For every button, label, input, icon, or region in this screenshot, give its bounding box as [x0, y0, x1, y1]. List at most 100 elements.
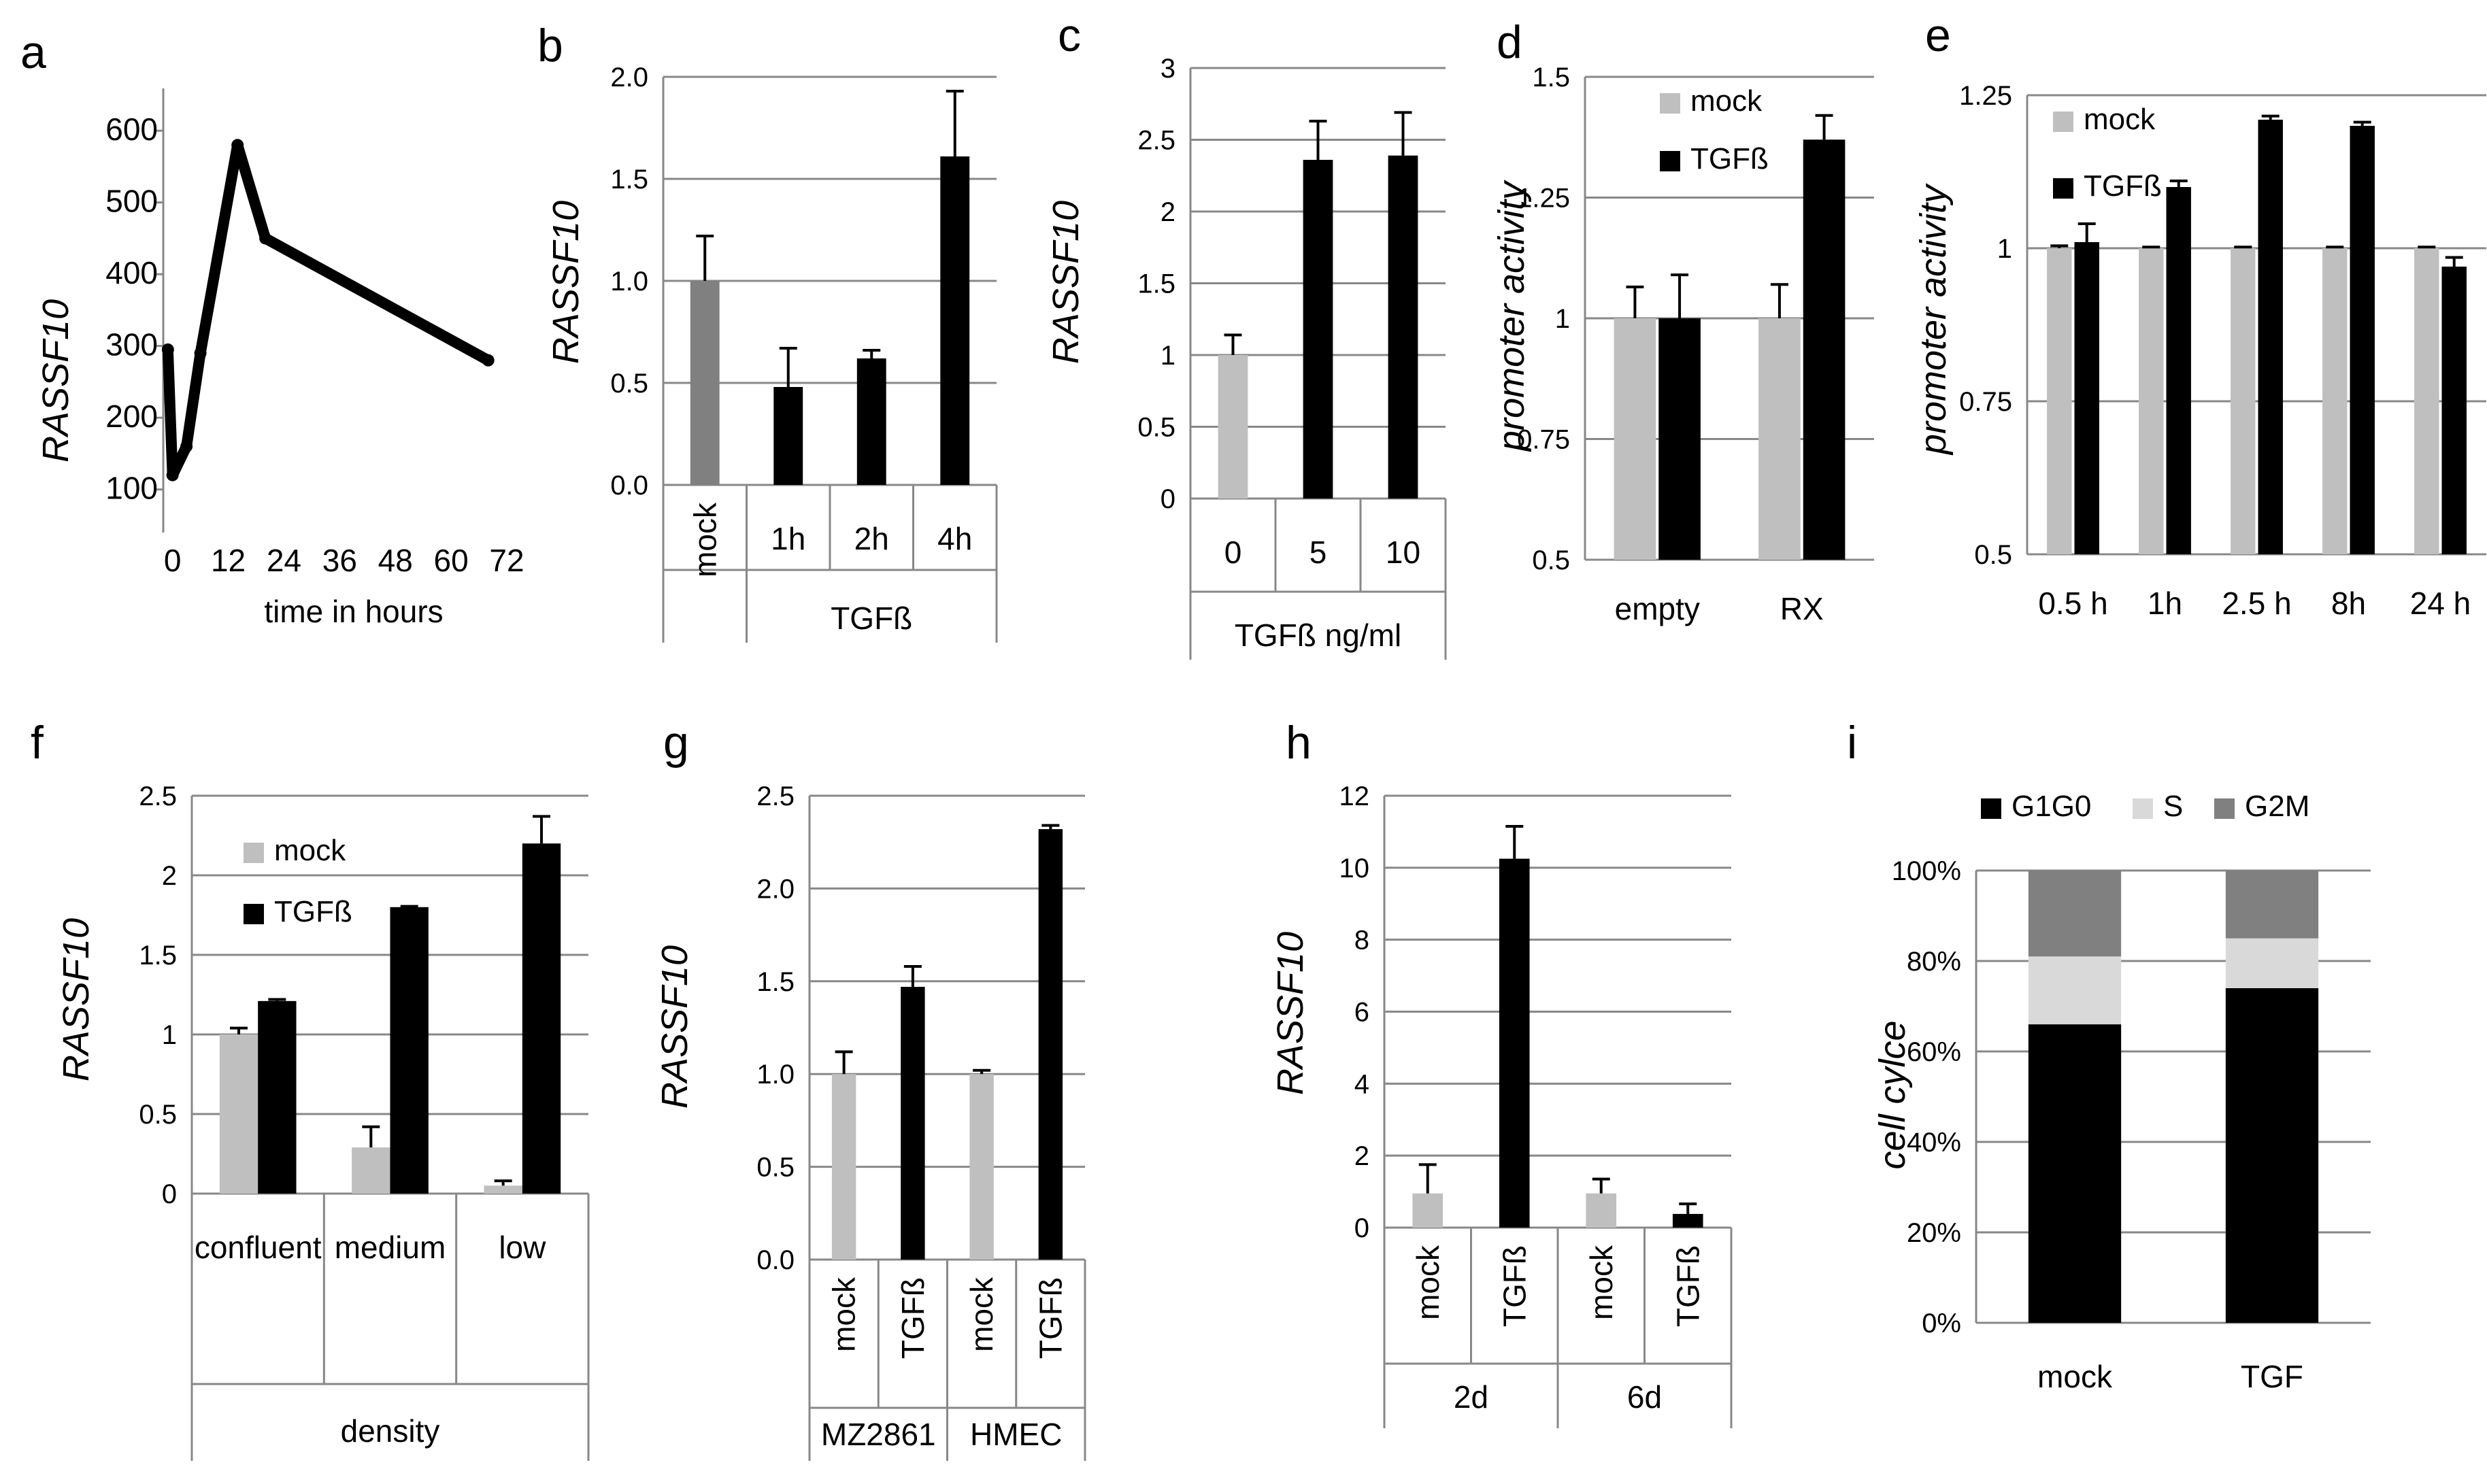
panel-a-data-point: [482, 354, 495, 367]
panel-b-group-label: TGFß: [831, 601, 912, 636]
panel-i-ylabel: cell cylce: [1872, 1020, 1913, 1169]
panel-h-ytick-label: 0: [1354, 1213, 1369, 1243]
panel-d-category-label: RX: [1780, 591, 1824, 626]
panel-e-category-label: 24 h: [2410, 586, 2471, 621]
panel-a-xtick-label: 24: [267, 543, 301, 578]
panel-d-legend-mock-label: mock: [1690, 84, 1763, 118]
panel-g-bar: [901, 986, 925, 1260]
panel-a-xtick-label: 0: [164, 543, 182, 578]
panel-d-ytick-label: 1.5: [1532, 63, 1570, 92]
panel-d-chart: 0.5 0.75 1 1.25 1.5 empty RX: [1517, 63, 1874, 626]
panel-f-category-label: confluent: [195, 1230, 322, 1265]
panel-b-ytick-label: 2.0: [610, 63, 648, 92]
panel-a-ytick-label: 500: [105, 184, 158, 219]
panel-f-bar-tgf: [522, 843, 561, 1194]
panel-h-group-label: 6d: [1627, 1379, 1662, 1415]
panel-g-letter: g: [663, 717, 689, 769]
panel-i-chart: 0% 20% 40% 60% 80% 100% mock TGF: [1892, 856, 2371, 1394]
panel-e-legend-tgf-swatch: [2053, 178, 2073, 199]
panel-g-group-label: HMEC: [970, 1417, 1062, 1452]
panel-a-ytick-label: 600: [105, 112, 158, 147]
panel-c-ytick-label: 1: [1161, 341, 1175, 371]
panel-i-ytick-label: 20%: [1907, 1218, 1961, 1248]
panel-a-xtick-label: 60: [434, 543, 469, 578]
panel-f-chart: 0 0.5 1 1.5 2 2.5 confluent medium low density: [139, 781, 590, 1461]
panel-g-category-label: TGFß: [895, 1277, 931, 1359]
panel-i-segment-g2m: [2225, 871, 2319, 939]
panel-i-segment-g1g0: [2028, 1024, 2122, 1323]
panel-a-data-point: [166, 469, 179, 482]
panel-h-category-label: mock: [1584, 1245, 1619, 1320]
panel-h-category-label: TGFß: [1497, 1245, 1532, 1327]
panel-i-ytick-label: 60%: [1907, 1037, 1961, 1067]
panel-c-ylabel: RASSF10: [1046, 201, 1086, 364]
panel-b-category-label: mock: [687, 502, 722, 577]
panel-h-ytick-label: 12: [1339, 781, 1370, 811]
panel-e-bar-tgf: [2350, 126, 2375, 554]
panel-g-ytick-label: 1.0: [756, 1060, 795, 1090]
panel-a-data-point: [180, 440, 193, 453]
panel-d-bar-mock: [1614, 318, 1656, 560]
panel-d-ylabel: promoter activity: [1491, 180, 1532, 452]
panel-f-group-label: density: [341, 1413, 440, 1449]
panel-b-chart: 0.0 0.5 1.0 1.5 2.0 mock 1h 2h 4h TGFß: [610, 63, 998, 643]
panel-i-legend-g2m-label: G2M: [2245, 790, 2309, 823]
panel-a-xtick-label: 36: [322, 543, 357, 578]
panel-e-bar-mock: [2047, 248, 2072, 554]
panel-b-letter: b: [537, 20, 563, 71]
panel-d-bar-tgf: [1803, 139, 1846, 560]
panel-e-bar-tgf: [2074, 242, 2099, 554]
panel-e-bar-tgf: [2441, 267, 2467, 554]
panel-g-ytick-label: 2.5: [756, 781, 795, 811]
panel-e-ytick-label: 0.5: [1974, 540, 2012, 570]
legends: mock TGFß mock TGFß mock TGFß G1G0 S G2M: [244, 84, 2309, 928]
panel-h-bar: [1672, 1213, 1703, 1228]
panel-f-ytick-label: 0.5: [139, 1100, 177, 1130]
panel-c-ytick-label: 1.5: [1137, 269, 1175, 299]
panel-h-bar: [1412, 1193, 1443, 1228]
panel-b-category-label: 4h: [937, 521, 972, 556]
panel-d-ytick-label: 1.25: [1517, 184, 1570, 214]
panel-e-category-label: 1h: [2148, 586, 2182, 621]
panel-e-bar-tgf: [2166, 187, 2191, 554]
panel-c-ytick-label: 2.5: [1137, 126, 1175, 156]
panel-f-category-label: medium: [335, 1230, 446, 1265]
panel-h-letter: h: [1286, 717, 1312, 769]
panel-i-legend-s-swatch: [2133, 798, 2153, 819]
panel-e-bar-mock: [2414, 248, 2439, 554]
panel-g-ytick-label: 2.0: [756, 874, 795, 904]
panel-b-ytick-label: 1.0: [610, 267, 648, 297]
panel-i-segment-s: [2225, 938, 2319, 988]
panel-d-category-label: empty: [1615, 591, 1700, 626]
panel-g-ytick-label: 0.5: [756, 1153, 795, 1183]
panel-f-ylabel: RASSF10: [56, 918, 97, 1081]
panel-i-ytick-label: 40%: [1907, 1128, 1961, 1158]
panel-i-letter: i: [1847, 717, 1857, 769]
panel-h-ytick-label: 2: [1354, 1141, 1369, 1171]
panel-e-bar-mock: [2139, 248, 2164, 554]
panel-e-ylabel: promoter activity: [1913, 183, 1954, 456]
panel-i-category-label: mock: [2037, 1359, 2113, 1394]
panel-e-bar-mock: [2322, 248, 2348, 554]
panel-d-letter: d: [1497, 16, 1522, 68]
panel-h-bar: [1499, 858, 1530, 1228]
panel-g-bar: [831, 1074, 856, 1260]
panel-d-ytick-label: 0.5: [1532, 545, 1570, 575]
panel-a-data-point: [194, 347, 207, 360]
panel-f-bar-mock: [352, 1147, 390, 1194]
panel-a-ytick-label: 100: [105, 471, 158, 506]
panel-d-ytick-label: 1: [1555, 304, 1570, 334]
panel-a-xtick-label: 48: [378, 543, 413, 578]
panel-h-ylabel: RASSF10: [1270, 932, 1311, 1095]
panel-h-group-label: 2d: [1454, 1379, 1488, 1415]
panel-g-chart: 0.0 0.5 1.0 1.5 2.0 2.5 mock TGFß mock TGFß MZ2861…: [756, 781, 1086, 1461]
panel-i-segment-g2m: [2028, 871, 2122, 957]
panel-i-ytick-label: 80%: [1907, 947, 1961, 977]
panel-i-legend-s-label: S: [2163, 790, 2183, 823]
panel-c-chart: 0 0.5 1 1.5 2 2.5 3 0 5 10 TGFß ng/ml: [1137, 54, 1447, 660]
panel-f-ytick-label: 2: [162, 861, 177, 891]
panel-f-legend-tgf-swatch: [244, 904, 264, 924]
panel-a-series-line: [162, 139, 494, 481]
panel-b-bar: [773, 387, 803, 485]
